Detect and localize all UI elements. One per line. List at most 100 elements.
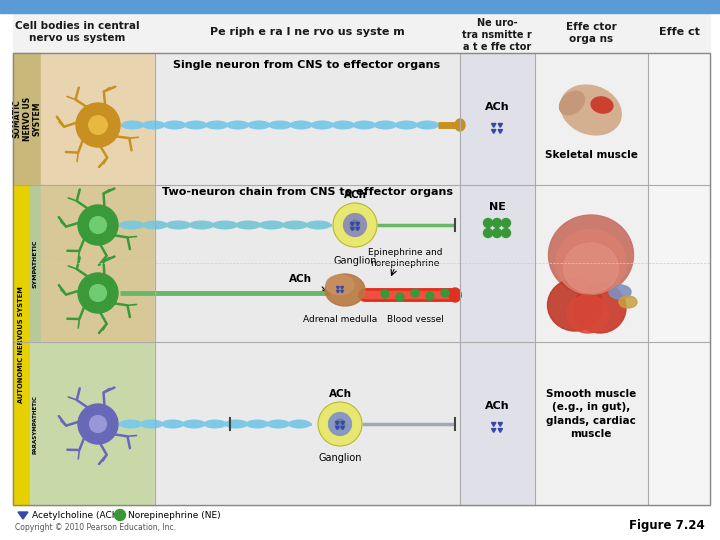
Ellipse shape (189, 220, 215, 230)
Polygon shape (18, 512, 28, 519)
Bar (648, 53, 710, 185)
Text: Two-neuron chain from CNS to effector organs: Two-neuron chain from CNS to effector or… (161, 187, 452, 197)
Ellipse shape (556, 230, 626, 294)
Bar (535, 185, 648, 505)
Bar (13, 53, 710, 505)
Text: Effe ct: Effe ct (659, 27, 699, 37)
Bar (648, 185, 710, 505)
Ellipse shape (142, 220, 168, 230)
Bar (13, 185, 710, 505)
Ellipse shape (591, 97, 613, 113)
Bar (30, 342, 41, 505)
Ellipse shape (619, 296, 637, 308)
Text: ACh: ACh (485, 401, 509, 411)
Circle shape (426, 292, 434, 300)
Circle shape (318, 402, 362, 446)
Circle shape (502, 219, 510, 227)
Text: Figure 7.24: Figure 7.24 (629, 519, 705, 532)
Ellipse shape (269, 120, 292, 130)
Text: Adrenal medulla: Adrenal medulla (303, 314, 377, 323)
Polygon shape (336, 422, 339, 424)
Text: Pe riph e ra l ne rvo us syste m: Pe riph e ra l ne rvo us syste m (210, 27, 405, 37)
Ellipse shape (609, 285, 631, 299)
Ellipse shape (140, 420, 163, 429)
Text: ACh: ACh (485, 102, 509, 112)
Circle shape (484, 228, 492, 238)
Ellipse shape (331, 120, 355, 130)
Text: SYMPATHETIC: SYMPATHETIC (32, 240, 37, 288)
Text: Copyright © 2010 Pearson Education, Inc.: Copyright © 2010 Pearson Education, Inc. (15, 523, 176, 532)
Polygon shape (498, 422, 503, 427)
Circle shape (76, 103, 120, 147)
Polygon shape (336, 287, 339, 289)
Circle shape (89, 116, 107, 134)
Text: Blood vessel: Blood vessel (387, 314, 444, 323)
Circle shape (343, 213, 366, 237)
Circle shape (336, 419, 345, 429)
Text: Cell bodies in central
nervo us system: Cell bodies in central nervo us system (14, 21, 139, 43)
Ellipse shape (374, 120, 397, 130)
Ellipse shape (163, 120, 186, 130)
Ellipse shape (288, 420, 311, 429)
Ellipse shape (182, 420, 206, 429)
Polygon shape (356, 227, 359, 231)
Ellipse shape (415, 120, 439, 130)
Bar (41, 185, 155, 342)
Ellipse shape (121, 120, 144, 130)
Ellipse shape (212, 220, 238, 230)
Polygon shape (341, 291, 343, 293)
Polygon shape (498, 124, 503, 127)
Circle shape (89, 285, 107, 301)
Polygon shape (336, 427, 339, 430)
Polygon shape (336, 291, 339, 293)
Text: Skeletal muscle: Skeletal muscle (544, 150, 637, 160)
Bar (155, 185, 460, 342)
Circle shape (350, 220, 360, 230)
Bar (155, 53, 460, 185)
Ellipse shape (266, 420, 290, 429)
Bar (460, 185, 535, 342)
Circle shape (89, 217, 107, 233)
Bar (13, 185, 30, 505)
Bar (13, 53, 710, 185)
Ellipse shape (567, 295, 609, 333)
Text: ACh: ACh (289, 274, 312, 284)
Circle shape (78, 205, 118, 245)
Ellipse shape (161, 420, 184, 429)
Circle shape (396, 293, 404, 301)
Ellipse shape (449, 288, 461, 302)
Ellipse shape (326, 275, 354, 295)
Bar (13, 53, 41, 185)
Ellipse shape (225, 420, 248, 429)
Circle shape (441, 289, 449, 297)
Polygon shape (498, 130, 503, 133)
Ellipse shape (395, 120, 418, 130)
Text: Acetylcholine (ACh): Acetylcholine (ACh) (32, 510, 121, 519)
Ellipse shape (184, 120, 207, 130)
Text: AUTONOMIC NERVOUS SYSTEM: AUTONOMIC NERVOUS SYSTEM (18, 287, 24, 403)
Polygon shape (351, 222, 354, 226)
Ellipse shape (119, 420, 143, 429)
Bar (41, 342, 155, 505)
Polygon shape (498, 429, 503, 433)
Text: Ganglion: Ganglion (318, 453, 361, 463)
Ellipse shape (246, 420, 269, 429)
Ellipse shape (547, 279, 603, 331)
Ellipse shape (282, 220, 308, 230)
Circle shape (333, 203, 377, 247)
Ellipse shape (258, 220, 284, 230)
Text: Epinephrine and
norepinephrine: Epinephrine and norepinephrine (368, 248, 442, 268)
Text: ACh: ACh (343, 190, 366, 200)
Ellipse shape (564, 243, 618, 293)
Ellipse shape (119, 220, 145, 230)
Circle shape (492, 219, 502, 227)
Ellipse shape (561, 85, 621, 135)
Text: Ganglion: Ganglion (333, 256, 377, 266)
Ellipse shape (325, 274, 365, 306)
Ellipse shape (574, 283, 626, 333)
Text: Ne uro-
tra nsmitte r
a t e ffe ctor: Ne uro- tra nsmitte r a t e ffe ctor (462, 18, 532, 52)
Bar (0, 0, 720, 13)
Polygon shape (492, 429, 496, 433)
Text: Norepinephrine (NE): Norepinephrine (NE) (128, 510, 220, 519)
Text: ACh: ACh (328, 389, 351, 399)
